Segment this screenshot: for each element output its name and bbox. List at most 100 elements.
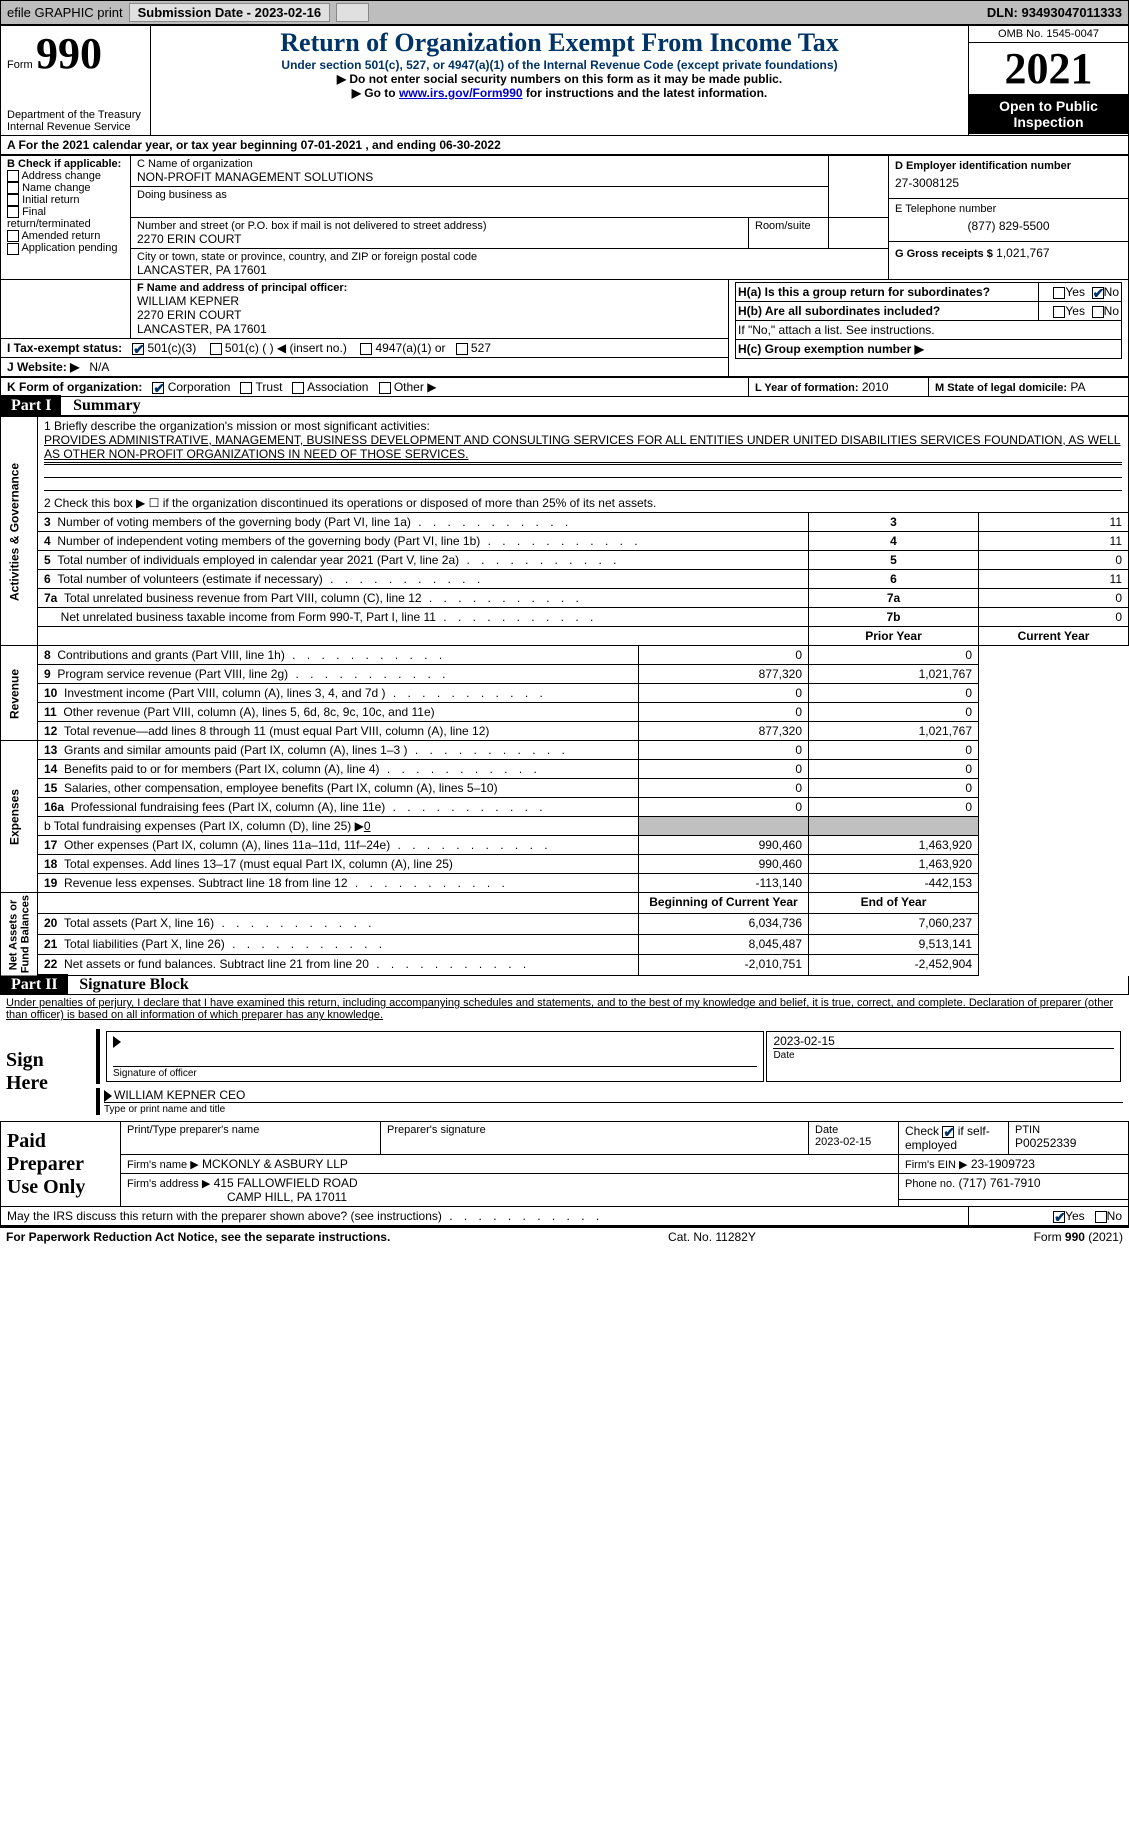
firm-phone-label: Phone no. (905, 1178, 955, 1190)
col-prior-year: Prior Year (809, 627, 979, 646)
form-number: 990 (36, 29, 102, 78)
firm-addr2: CAMP HILL, PA 17011 (127, 1190, 347, 1204)
form-label: Form (7, 59, 33, 71)
h-b-no-checkbox[interactable] (1092, 306, 1104, 318)
efile-label: efile GRAPHIC print (7, 5, 123, 20)
form-subtitle: Under section 501(c), 527, or 4947(a)(1)… (157, 58, 962, 72)
discuss-yes-checkbox[interactable] (1053, 1211, 1065, 1223)
officer-street: 2270 ERIN COURT (137, 308, 722, 322)
part2-title: Signature Block (71, 976, 189, 993)
org-name: NON-PROFIT MANAGEMENT SOLUTIONS (137, 170, 822, 184)
top-toolbar: efile GRAPHIC print Submission Date - 20… (0, 0, 1129, 25)
gross-receipts: 1,021,767 (996, 246, 1049, 260)
identity-block: B Check if applicable: Address change Na… (0, 155, 1129, 280)
checkbox-501c3[interactable] (132, 343, 144, 355)
blank-button[interactable] (336, 3, 368, 22)
self-employed-check[interactable]: Check if self-employed (905, 1124, 990, 1152)
goto-post: for instructions and the latest informat… (523, 86, 768, 100)
ptin-label: PTIN (1015, 1124, 1122, 1136)
discuss-no-checkbox[interactable] (1095, 1211, 1107, 1223)
checkbox-name-change[interactable]: Name change (7, 182, 124, 194)
checkbox-4947[interactable] (360, 343, 372, 355)
submission-date-button[interactable]: Submission Date - 2023-02-16 (129, 3, 331, 22)
checkbox-amended-return[interactable]: Amended return (7, 230, 124, 242)
signature-block: Sign Here Signature of officer 2023-02-1… (0, 1023, 1129, 1121)
prep-date-value: 2023-02-15 (815, 1136, 892, 1148)
checkbox-final-return[interactable]: Final return/terminated (7, 206, 124, 230)
checkbox-other[interactable] (379, 382, 391, 394)
sign-here-label: Sign Here (0, 1023, 90, 1121)
officer-name: WILLIAM KEPNER (137, 294, 722, 308)
h-a-no-checkbox[interactable] (1092, 287, 1104, 299)
box-k-label: K Form of organization: (7, 380, 142, 394)
checkbox-527[interactable] (456, 343, 468, 355)
header-table: Form 990 Department of the Treasury Inte… (0, 25, 1129, 136)
ssn-warning: ▶ Do not enter social security numbers o… (157, 72, 962, 86)
ein-value: 27-3008125 (895, 172, 1122, 194)
phone-value: (877) 829-5500 (895, 215, 1122, 237)
room-suite-label: Room/suite (755, 220, 822, 232)
goto-pre: ▶ Go to (352, 86, 399, 100)
signature-date-label: Date (773, 1048, 1114, 1061)
side-net-assets: Net Assets or Fund Balances (1, 893, 38, 976)
col-beginning-year: Beginning of Current Year (639, 893, 809, 914)
street-value: 2270 ERIN COURT (137, 232, 742, 246)
checkbox-initial-return[interactable]: Initial return (7, 194, 124, 206)
omb-number: OMB No. 1545-0047 (969, 26, 1128, 43)
summary-row: 3 Number of voting members of the govern… (38, 513, 809, 532)
city-label: City or town, state or province, country… (137, 251, 882, 263)
checkbox-association[interactable] (292, 382, 304, 394)
checkbox-corporation[interactable] (152, 382, 164, 394)
signature-triangle-icon (113, 1036, 121, 1048)
side-expenses: Expenses (1, 741, 38, 893)
q1-label: 1 Briefly describe the organization's mi… (44, 419, 1122, 433)
box-d-label: D Employer identification number (895, 160, 1122, 172)
box-l-label: L Year of formation: (755, 382, 859, 394)
checkbox-501c[interactable] (210, 343, 222, 355)
col-end-year: End of Year (809, 893, 979, 914)
box-g-label: G Gross receipts $ (895, 248, 993, 260)
dba-label: Doing business as (137, 189, 822, 201)
box-c-name-label: C Name of organization (137, 158, 822, 170)
checkbox-application-pending[interactable]: Application pending (7, 242, 124, 254)
ptin-value: P00252339 (1015, 1136, 1122, 1150)
officer-name-title: WILLIAM KEPNER CEO (114, 1088, 245, 1102)
paperwork-notice: For Paperwork Reduction Act Notice, see … (6, 1230, 390, 1244)
signature-officer-label: Signature of officer (113, 1066, 757, 1079)
name-title-label: Type or print name and title (104, 1102, 1123, 1115)
preparer-sig-label: Preparer's signature (387, 1124, 802, 1136)
print-name-label: Print/Type preparer's name (127, 1124, 374, 1136)
side-revenue: Revenue (1, 646, 38, 741)
box-f-label: F Name and address of principal officer: (137, 282, 722, 294)
form-line: Form 990 (2021) (1034, 1230, 1123, 1244)
checkbox-address-change[interactable]: Address change (7, 170, 124, 182)
officer-city: LANCASTER, PA 17601 (137, 322, 722, 336)
firm-addr-label: Firm's address ▶ (127, 1178, 210, 1190)
part1-title: Summary (65, 397, 141, 414)
irs-link[interactable]: www.irs.gov/Form990 (399, 86, 523, 100)
q1-text: PROVIDES ADMINISTRATIVE, MANAGEMENT, BUS… (44, 433, 1122, 461)
firm-name: MCKONLY & ASBURY LLP (202, 1157, 348, 1171)
h-b-yes-checkbox[interactable] (1053, 306, 1065, 318)
street-label: Number and street (or P.O. box if mail i… (137, 220, 742, 232)
summary-table: Activities & Governance 1 Briefly descri… (0, 416, 1129, 976)
firm-ein-label: Firm's EIN ▶ (905, 1159, 968, 1171)
h-a-yes-checkbox[interactable] (1053, 287, 1065, 299)
dln-label: DLN: 93493047011333 (987, 5, 1122, 20)
checkbox-trust[interactable] (240, 382, 252, 394)
firm-phone: (717) 761-7910 (959, 1176, 1041, 1190)
year-formation: 2010 (862, 380, 889, 394)
name-triangle-icon (104, 1090, 112, 1102)
tax-year: 2021 (969, 43, 1128, 94)
h-b-note: If "No," attach a list. See instructions… (736, 321, 1122, 340)
q2-line: 2 Check this box ▶ ☐ if the organization… (38, 494, 1129, 513)
catalog-number: Cat. No. 11282Y (668, 1230, 756, 1244)
signature-date: 2023-02-15 (773, 1034, 1114, 1048)
goto-instruction: ▶ Go to www.irs.gov/Form990 for instruct… (157, 86, 962, 100)
paid-preparer-block: Paid Preparer Use Only Print/Type prepar… (0, 1121, 1129, 1207)
part1-label: Part I (1, 395, 61, 416)
firm-addr1: 415 FALLOWFIELD ROAD (214, 1176, 358, 1190)
prep-date-label: Date (815, 1124, 892, 1136)
box-m-label: M State of legal domicile: (935, 382, 1067, 394)
dept-label: Department of the Treasury Internal Reve… (7, 109, 144, 133)
